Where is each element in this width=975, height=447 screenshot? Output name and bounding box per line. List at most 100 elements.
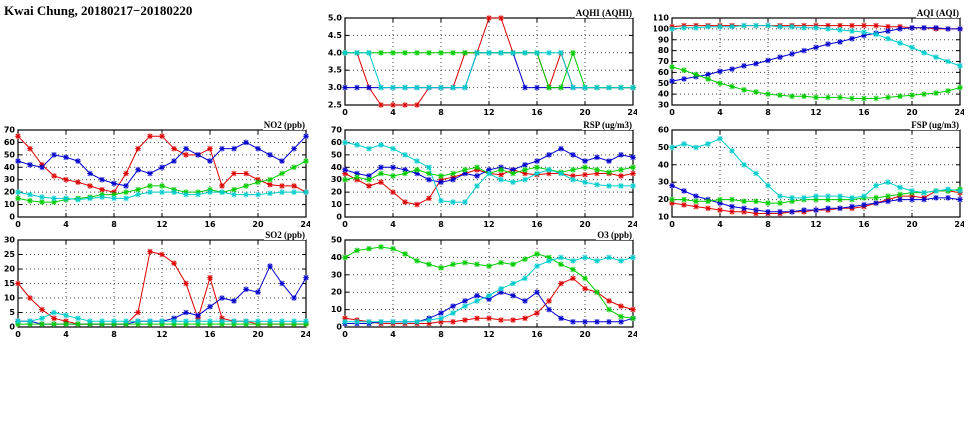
x-tick-label: 0: [342, 330, 348, 339]
chart-plot: 0 5 10 15 20 25 30 0 4 8 12 16 20 24: [4, 236, 310, 340]
series-line-blue: [18, 265, 307, 325]
x-tick-label: 24: [627, 108, 637, 117]
y-tick-label: 4.5: [328, 31, 343, 40]
series-markers-blue: [15, 133, 309, 189]
y-tick-label: 50: [658, 79, 670, 88]
chart-title-fsp: FSP (ug/m3): [910, 120, 960, 130]
x-tick-label: 4: [390, 108, 396, 117]
y-tick-label: 70: [658, 57, 670, 66]
y-tick-label: 70: [331, 126, 343, 135]
y-tick-label: 10: [331, 200, 343, 209]
x-tick-label: 4: [390, 220, 396, 229]
y-tick-label: 50: [331, 236, 343, 245]
x-tick-label: 16: [204, 220, 216, 229]
x-tick-label: 20: [906, 108, 918, 117]
x-tick-label: 20: [906, 220, 918, 229]
page-title: Kwai Chung, 20180217−20180220: [4, 3, 193, 18]
x-tick-label: 4: [717, 220, 723, 229]
x-tick-label: 20: [252, 330, 264, 339]
chart-title-so2: SO2 (ppb): [264, 230, 306, 240]
chart-so2: SO2 (ppb) 0 5 10 15 20 25 30 0 4 8 12 16 20 24: [0, 228, 310, 341]
y-tick-label: 100: [654, 24, 669, 33]
x-tick-label: 12: [156, 220, 167, 229]
y-tick-label: 60: [4, 138, 16, 147]
x-tick-label: 12: [483, 108, 494, 117]
x-tick-label: 24: [627, 220, 637, 229]
x-tick-label: 16: [531, 108, 543, 117]
y-tick-label: 5: [9, 308, 15, 317]
series-markers-blue: [342, 145, 636, 185]
y-tick-label: 30: [331, 270, 343, 279]
y-tick-label: 80: [658, 46, 670, 55]
y-tick-label: 20: [331, 188, 343, 197]
y-tick-label: 10: [658, 213, 670, 222]
chart-title-aqi: AQI (AQI): [915, 8, 960, 18]
y-tick-label: 15: [4, 279, 16, 288]
x-tick-label: 8: [765, 108, 771, 117]
y-tick-label: 10: [4, 294, 16, 303]
chart-plot: 2.5 3.0 3.5 4.0 4.5 5.0 0 4 8 12 16 20 24: [328, 14, 637, 118]
series-markers-cyan: [342, 254, 636, 325]
x-tick-label: 8: [438, 220, 444, 229]
y-tick-label: 10: [331, 305, 343, 314]
x-tick-label: 24: [300, 220, 310, 229]
y-tick-label: 50: [658, 143, 670, 152]
x-tick-label: 16: [531, 220, 543, 229]
x-tick-label: 8: [765, 220, 771, 229]
chart-o3: O3 (ppb) 0 10 20 30 40 50 0 4 8 12 16 20 24: [327, 228, 637, 341]
y-tick-label: 30: [331, 175, 343, 184]
y-tick-label: 20: [4, 188, 16, 197]
y-tick-label: 50: [4, 150, 16, 159]
y-tick-label: 30: [4, 175, 16, 184]
x-tick-label: 8: [438, 330, 444, 339]
x-tick-label: 4: [717, 108, 723, 117]
y-tick-label: 110: [654, 14, 669, 23]
y-tick-label: 30: [658, 101, 670, 110]
x-tick-label: 4: [63, 330, 69, 339]
y-tick-label: 90: [658, 35, 670, 44]
chart-title-no2: NO2 (ppb): [262, 120, 306, 130]
chart-aqi: AQI (AQI) 30 40 50 60 70 80 90 100 110 0 4 8 12 16 20 2…: [654, 6, 964, 119]
series-markers-green: [669, 64, 963, 102]
series-markers-cyan: [15, 189, 309, 203]
series-markers-red: [342, 15, 636, 108]
series-markers-cyan: [669, 135, 963, 201]
x-tick-label: 24: [300, 330, 310, 339]
x-tick-label: 8: [111, 220, 117, 229]
x-tick-label: 12: [810, 108, 821, 117]
chart-plot: 10 20 30 40 50 60 0 4 8 12 16 20 24: [658, 126, 964, 230]
series-line-red: [345, 17, 633, 106]
x-tick-label: 16: [858, 220, 870, 229]
y-tick-label: 40: [4, 163, 16, 172]
y-tick-label: 30: [4, 236, 16, 245]
y-tick-label: 40: [331, 253, 343, 262]
x-tick-label: 0: [669, 108, 675, 117]
series-markers-cyan: [15, 309, 309, 324]
series-line-blue: [344, 148, 634, 183]
chart-rsp: RSP (ug/m3) 0 10 20 30 40 50 60 70 0 4 8 12 16 20 24: [327, 118, 637, 231]
x-tick-label: 0: [15, 220, 21, 229]
x-tick-label: 16: [204, 330, 216, 339]
y-tick-label: 0: [9, 323, 15, 332]
chart-plot: 0 10 20 30 40 50 0 4 8 12 16 20 24: [331, 236, 637, 340]
y-tick-label: 10: [4, 200, 16, 209]
y-tick-label: 25: [4, 250, 16, 259]
series-markers-green: [15, 321, 309, 327]
x-tick-label: 4: [390, 330, 396, 339]
chart-plot: 0 10 20 30 40 50 60 70 0 4 8 12 16 20 24: [331, 126, 637, 230]
x-tick-label: 8: [438, 108, 444, 117]
series-markers-cyan: [342, 139, 636, 205]
y-tick-label: 60: [331, 138, 343, 147]
y-tick-label: 0: [336, 323, 342, 332]
x-tick-label: 24: [954, 220, 964, 229]
chart-aqhi: AQHI (AQHI) 2.5 3.0 3.5 4.0 4.5 5.0 0 4 8 12 16 20 2…: [327, 6, 637, 119]
y-tick-label: 40: [331, 163, 343, 172]
chart-title-o3: O3 (ppb): [596, 230, 633, 240]
y-tick-label: 3.5: [328, 66, 343, 75]
y-tick-label: 0: [9, 213, 15, 222]
y-tick-label: 20: [331, 288, 343, 297]
x-tick-label: 12: [483, 220, 494, 229]
x-tick-label: 24: [627, 330, 637, 339]
